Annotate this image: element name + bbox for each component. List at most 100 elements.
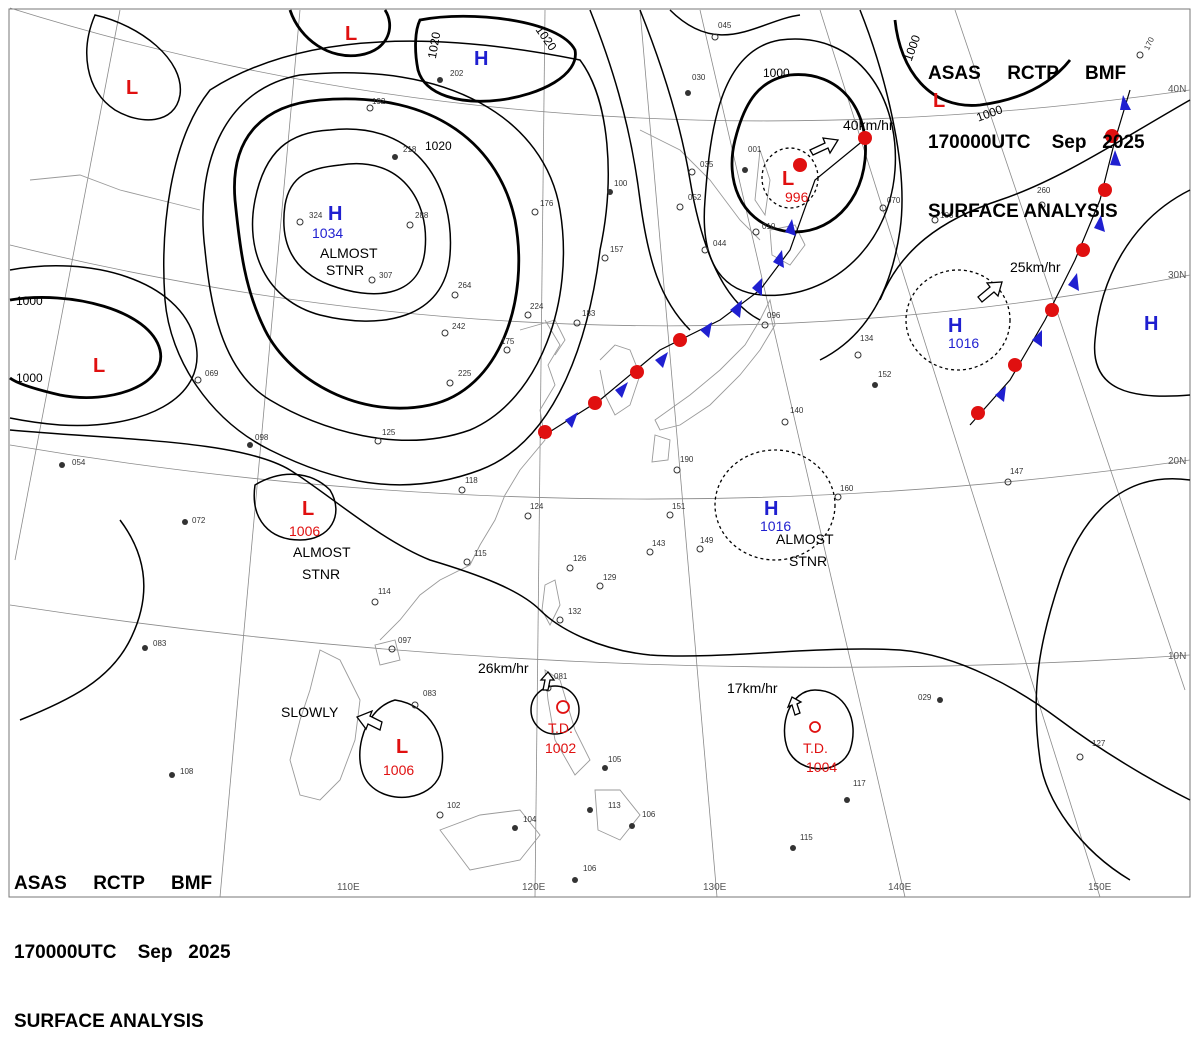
td-symbol-icon xyxy=(556,700,570,714)
sakhalin xyxy=(754,149,771,217)
isobar xyxy=(589,9,691,331)
lon-label: 140E xyxy=(888,882,912,893)
lat-labels: 40N 30N 20N 10N xyxy=(1168,84,1186,662)
svg-text:307: 307 xyxy=(379,271,393,280)
svg-text:225: 225 xyxy=(458,369,472,378)
japan-kyushu xyxy=(651,434,671,463)
isobar xyxy=(9,296,163,399)
isobar xyxy=(1035,478,1191,881)
svg-text:288: 288 xyxy=(415,211,429,220)
low-letter: L xyxy=(302,498,314,520)
front-triangle xyxy=(1032,330,1042,347)
meridian-100e xyxy=(14,9,121,561)
station-plot: 106 xyxy=(931,211,954,224)
svg-text:140: 140 xyxy=(790,406,804,415)
isobar xyxy=(251,128,452,322)
station-plot: 102 xyxy=(436,801,461,819)
motion-label: 17km/hr xyxy=(727,680,778,696)
station-plot: 115 xyxy=(463,549,487,566)
isobar xyxy=(893,19,1072,107)
station-plot: 124 xyxy=(524,502,544,520)
svg-text:114: 114 xyxy=(378,587,391,596)
low-1006-west: L 1006 xyxy=(289,498,320,539)
header-line1: ASAS RCTP BMF xyxy=(928,62,1145,85)
svg-text:132: 132 xyxy=(568,607,582,616)
arrow-icon xyxy=(355,709,383,731)
station-plot: 113 xyxy=(587,801,621,813)
front-triangle xyxy=(773,250,784,268)
fronts xyxy=(538,89,1131,439)
station-plot: 083 xyxy=(411,689,437,709)
station-plot: 054 xyxy=(59,458,86,468)
high-letter: H xyxy=(948,315,962,337)
svg-text:113: 113 xyxy=(608,801,621,810)
svg-text:001: 001 xyxy=(748,145,762,154)
front-triangle xyxy=(995,386,1006,402)
station-plot: 118 xyxy=(458,476,478,494)
station-plot: 114 xyxy=(371,587,391,606)
cold-front-triangles xyxy=(565,95,1131,428)
lon-label: 150E xyxy=(1088,882,1112,893)
note-label: ALMOST xyxy=(776,531,834,547)
isobar xyxy=(1093,189,1191,397)
station-plot: 097 xyxy=(388,636,412,653)
lat-label: 10N xyxy=(1168,651,1186,662)
high-letter: H xyxy=(1144,313,1158,335)
station-plot: 176 xyxy=(531,199,554,216)
svg-text:143: 143 xyxy=(652,539,666,548)
svg-text:129: 129 xyxy=(603,573,617,582)
station-plot: 242 xyxy=(441,322,466,337)
isobar xyxy=(202,71,565,441)
station-plot: 143 xyxy=(646,539,666,556)
header-ref: 170000UTC xyxy=(928,132,1031,153)
isobar xyxy=(163,40,609,486)
station-plot: 030 xyxy=(685,73,706,96)
isobar xyxy=(730,73,867,234)
isobar xyxy=(530,685,580,735)
front-semicircle xyxy=(1008,358,1022,372)
header-line1: ASAS RCTP BMF xyxy=(14,872,231,895)
borneo-north xyxy=(439,809,541,871)
svg-text:104: 104 xyxy=(523,815,537,824)
station-plot: 134 xyxy=(854,334,874,359)
isobar xyxy=(714,449,836,561)
low-ne: L xyxy=(933,90,945,112)
front-triangle xyxy=(700,322,712,338)
svg-text:054: 054 xyxy=(72,458,86,467)
coastlines xyxy=(29,129,806,871)
note-label: STNR xyxy=(326,262,364,278)
front-triangle xyxy=(785,219,796,236)
header-ref: BMF xyxy=(171,873,213,894)
svg-text:134: 134 xyxy=(860,334,874,343)
system-notes: ALMOST STNR ALMOST STNR ALMOST STNR SLOW… xyxy=(281,245,834,720)
front-semicircle xyxy=(971,406,985,420)
svg-text:157: 157 xyxy=(610,245,624,254)
isobar xyxy=(233,97,521,410)
indochina xyxy=(289,649,361,801)
station-plot: 160 xyxy=(834,484,854,501)
svg-text:176: 176 xyxy=(540,199,554,208)
station-plot: 117 xyxy=(844,779,866,803)
station-plot: 218 xyxy=(392,145,417,160)
lat-label: 40N xyxy=(1168,84,1186,95)
station-plot: 098 xyxy=(247,433,269,448)
front-triangle xyxy=(752,278,762,296)
low-pressure: 1006 xyxy=(383,762,414,778)
station-plot: 127 xyxy=(1076,739,1106,761)
motion-label: 26km/hr xyxy=(478,660,529,676)
svg-text:264: 264 xyxy=(458,281,472,290)
svg-text:242: 242 xyxy=(452,322,466,331)
meridian-130e xyxy=(639,9,718,898)
isobar xyxy=(819,9,903,361)
isobar xyxy=(9,264,198,427)
isobar xyxy=(639,9,761,321)
header-ref: RCTP xyxy=(93,873,145,894)
station-plot: 083 xyxy=(142,639,167,651)
header-ref: 170000UTC xyxy=(14,942,117,963)
station-plot: 260 xyxy=(1037,186,1051,209)
svg-text:160: 160 xyxy=(840,484,854,493)
svg-text:106: 106 xyxy=(642,810,656,819)
svg-text:045: 045 xyxy=(718,21,732,30)
low-pressure: 996 xyxy=(785,189,809,205)
header-line2: 170000UTC Sep 2025 xyxy=(928,131,1145,154)
